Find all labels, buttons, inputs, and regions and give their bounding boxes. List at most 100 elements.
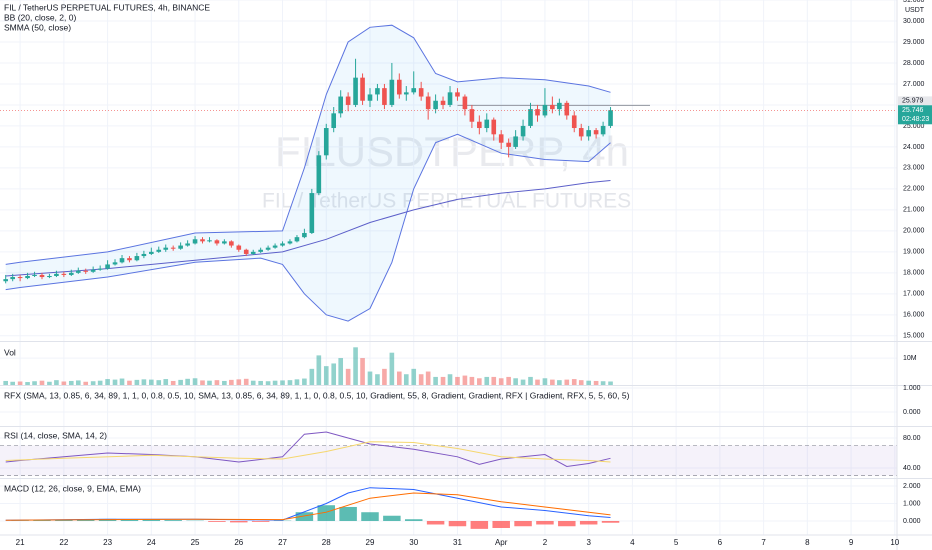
volume-bar — [323, 366, 329, 385]
volume-bar — [550, 379, 555, 385]
macd-histogram-bar — [33, 520, 51, 521]
volume-bar — [207, 380, 212, 385]
candle-body — [338, 96, 344, 114]
indicator-line — [5, 431, 611, 468]
volume-bar — [353, 347, 358, 385]
candle-body — [243, 249, 249, 254]
volume-bar — [250, 380, 256, 385]
volume-bar — [425, 371, 431, 385]
y-tick-label: 25.000 — [903, 123, 925, 130]
candle-body — [141, 253, 147, 257]
candle-body — [323, 128, 329, 156]
candle-body — [134, 256, 140, 261]
candle-body — [280, 243, 285, 246]
candle-body — [345, 96, 351, 105]
y-tick-label: 24.000 — [903, 144, 925, 151]
candle-body — [75, 270, 81, 273]
volume-bar — [462, 375, 468, 385]
macd-histogram-bar — [448, 520, 467, 527]
candle-body — [367, 94, 373, 101]
candle-body — [309, 193, 315, 233]
volume-bar — [119, 378, 125, 385]
volume-bar — [440, 376, 446, 385]
volume-bar — [520, 379, 526, 385]
x-tick-label: 8 — [805, 538, 810, 547]
y-tick-label: 40.00 — [903, 465, 921, 472]
candle-body — [83, 270, 89, 272]
volume-bar — [25, 382, 30, 385]
x-tick-label: 23 — [103, 538, 112, 547]
indicator-line — [5, 441, 611, 463]
candle-body — [418, 88, 424, 97]
volume-bar — [141, 379, 147, 385]
candle-body — [433, 100, 438, 110]
macd-histogram-bar — [404, 519, 423, 521]
volume-bar — [396, 371, 402, 385]
volume-bar — [367, 371, 373, 385]
macd-histogram-bar — [295, 512, 314, 521]
macd-histogram-bar — [492, 520, 510, 528]
candle-body — [222, 241, 227, 244]
candle-body — [236, 245, 242, 250]
macd-histogram-bar — [558, 520, 576, 527]
candle-body — [294, 237, 300, 242]
volume-bar — [10, 381, 15, 385]
candle-body — [17, 277, 23, 279]
y-tick-label: 22.000 — [903, 186, 925, 193]
band-fill — [5, 25, 611, 322]
candle-body — [250, 251, 256, 254]
y-tick-label: 18.000 — [903, 270, 925, 277]
candle-body — [557, 102, 562, 110]
candle-body — [163, 247, 169, 250]
y-tick-label: 0.000 — [903, 518, 921, 525]
indicator-label: SMMA (50, close) — [4, 22, 71, 32]
volume-bar — [149, 379, 154, 385]
volume-bar — [294, 379, 300, 385]
macd-histogram-bar — [120, 519, 139, 521]
candle-body — [353, 77, 358, 105]
volume-bar — [600, 381, 606, 385]
candle-body — [382, 88, 387, 105]
x-tick-label: 4 — [630, 538, 635, 547]
volume-bar — [229, 379, 234, 385]
volume-bar — [360, 358, 365, 385]
candle-body — [447, 92, 453, 105]
volume-bar — [411, 368, 417, 385]
y-tick-label: 28.000 — [903, 60, 925, 67]
volume-bar — [192, 378, 198, 385]
volume-bar — [586, 380, 591, 385]
indicator-line — [5, 492, 611, 521]
y-tick-label: 30.000 — [903, 18, 925, 25]
candle-body — [425, 96, 431, 110]
candle-body — [265, 247, 271, 250]
pane-title: MACD (12, 26, close, 9, EMA, EMA) — [4, 483, 141, 493]
macd-histogram-bar — [536, 520, 554, 525]
candle-body — [192, 239, 198, 244]
volume-bar — [557, 380, 562, 385]
volume-bar — [455, 376, 460, 385]
volume-bar — [484, 376, 490, 385]
candle-body — [506, 142, 511, 147]
volume-bar — [309, 368, 315, 385]
candle-body — [455, 92, 460, 97]
x-tick-label: 22 — [59, 538, 68, 547]
price-label-box — [898, 96, 932, 106]
volume-bar — [32, 381, 37, 385]
y-tick-label: 27.000 — [903, 81, 925, 88]
macd-histogram-bar — [339, 506, 357, 521]
candle-body — [403, 92, 409, 95]
candle-body — [68, 272, 74, 275]
volume-bar — [389, 352, 395, 385]
candle-body — [491, 119, 497, 135]
volume-bar — [506, 376, 511, 385]
candle-body — [214, 240, 220, 244]
volume-bar — [513, 378, 518, 385]
candle-body — [258, 249, 263, 252]
candle-body — [119, 258, 125, 263]
x-tick-label: 7 — [761, 538, 766, 547]
candle-body — [3, 279, 8, 282]
macd-histogram-bar — [164, 520, 182, 521]
candle-body — [542, 104, 548, 116]
